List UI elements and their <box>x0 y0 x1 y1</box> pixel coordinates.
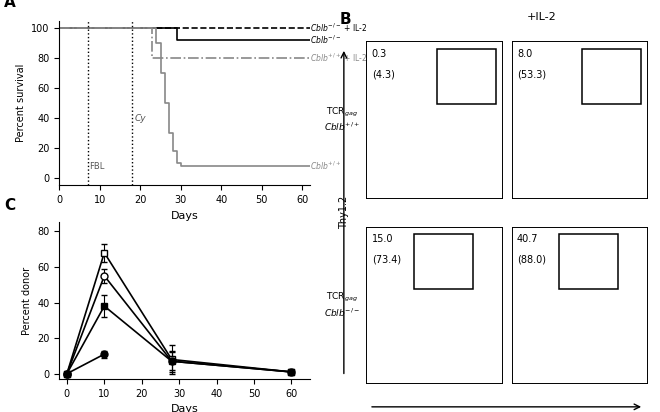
X-axis label: Days: Days <box>171 404 199 412</box>
Bar <box>582 49 642 104</box>
Text: B: B <box>340 12 352 27</box>
Bar <box>414 234 473 289</box>
Text: FBL: FBL <box>89 162 104 171</box>
X-axis label: Days: Days <box>171 211 199 221</box>
Text: 0.3: 0.3 <box>372 49 387 59</box>
Text: $Cblb^{+/+}$ + IL-2: $Cblb^{+/+}$ + IL-2 <box>310 52 368 64</box>
Text: (53.3): (53.3) <box>517 69 546 80</box>
Text: 15.0: 15.0 <box>372 234 393 244</box>
Text: TCR$_{gag}$
$Cblb^{-/-}$: TCR$_{gag}$ $Cblb^{-/-}$ <box>323 291 360 318</box>
Text: C: C <box>4 198 15 213</box>
Text: (4.3): (4.3) <box>372 69 395 80</box>
Text: (88.0): (88.0) <box>517 255 546 265</box>
Bar <box>437 49 496 104</box>
Text: +IL-2: +IL-2 <box>526 12 556 22</box>
Text: (73.4): (73.4) <box>372 255 401 265</box>
Text: 8.0: 8.0 <box>517 49 532 59</box>
Text: $Cblb^{-/-}$ + IL-2: $Cblb^{-/-}$ + IL-2 <box>310 22 368 34</box>
Text: Cy: Cy <box>134 114 146 123</box>
Text: TCR$_{gag}$
$Cblb^{+/+}$: TCR$_{gag}$ $Cblb^{+/+}$ <box>323 106 360 133</box>
Bar <box>559 234 618 289</box>
Text: $Cblb^{-/-}$: $Cblb^{-/-}$ <box>310 34 341 46</box>
Y-axis label: Percent survival: Percent survival <box>16 64 26 142</box>
Text: Thy1.2: Thy1.2 <box>339 196 349 229</box>
Text: 40.7: 40.7 <box>517 234 539 244</box>
Y-axis label: Percent donor: Percent donor <box>22 267 32 335</box>
Text: A: A <box>4 0 16 10</box>
Text: $Cblb^{+/+}$: $Cblb^{+/+}$ <box>310 160 341 172</box>
